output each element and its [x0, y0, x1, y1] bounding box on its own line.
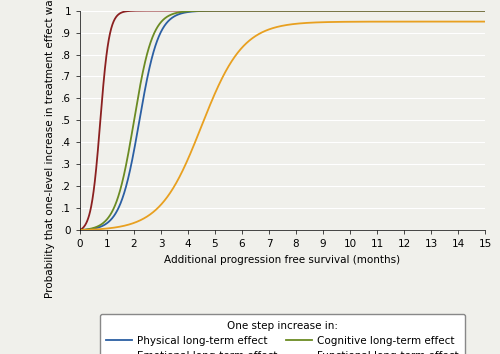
Physical long-term effect	[482, 8, 488, 13]
Physical long-term effect	[98, 224, 103, 229]
Functional long-term effect	[470, 19, 476, 24]
Cognitive long-term effect	[396, 8, 402, 13]
Functional long-term effect	[263, 28, 269, 33]
Cognitive long-term effect	[98, 223, 103, 227]
Emotional long-term effect	[98, 114, 103, 119]
Emotional long-term effect	[264, 8, 270, 13]
Emotional long-term effect	[77, 228, 83, 232]
Legend: Physical long-term effect, Emotional long-term effect, Cognitive long-term effec: Physical long-term effect, Emotional lon…	[100, 314, 465, 354]
Physical long-term effect	[470, 8, 476, 13]
Functional long-term effect	[482, 19, 488, 24]
Emotional long-term effect	[262, 8, 268, 13]
Cognitive long-term effect	[263, 8, 269, 13]
Emotional long-term effect	[470, 8, 476, 13]
Physical long-term effect	[274, 8, 280, 13]
Y-axis label: Probability that one-level increase in treatment effect was accepted: Probability that one-level increase in t…	[46, 0, 56, 298]
Emotional long-term effect	[396, 8, 402, 13]
Physical long-term effect	[263, 8, 269, 13]
Cognitive long-term effect	[482, 8, 488, 13]
Line: Cognitive long-term effect: Cognitive long-term effect	[80, 11, 485, 230]
Cognitive long-term effect	[470, 8, 476, 13]
Line: Physical long-term effect: Physical long-term effect	[80, 11, 485, 230]
Cognitive long-term effect	[274, 8, 280, 13]
Physical long-term effect	[396, 8, 402, 13]
Emotional long-term effect	[470, 8, 476, 13]
Cognitive long-term effect	[77, 228, 83, 232]
Physical long-term effect	[77, 228, 83, 232]
Physical long-term effect	[480, 8, 486, 13]
Line: Emotional long-term effect: Emotional long-term effect	[80, 11, 485, 230]
Emotional long-term effect	[274, 8, 280, 13]
Functional long-term effect	[274, 25, 280, 29]
Functional long-term effect	[77, 228, 83, 232]
Line: Functional long-term effect: Functional long-term effect	[80, 22, 485, 230]
Cognitive long-term effect	[473, 8, 479, 13]
Emotional long-term effect	[482, 8, 488, 13]
Functional long-term effect	[396, 19, 402, 24]
Cognitive long-term effect	[470, 8, 476, 13]
X-axis label: Additional progression free survival (months): Additional progression free survival (mo…	[164, 255, 400, 265]
Functional long-term effect	[98, 227, 103, 231]
Physical long-term effect	[470, 8, 476, 13]
Functional long-term effect	[470, 19, 476, 24]
